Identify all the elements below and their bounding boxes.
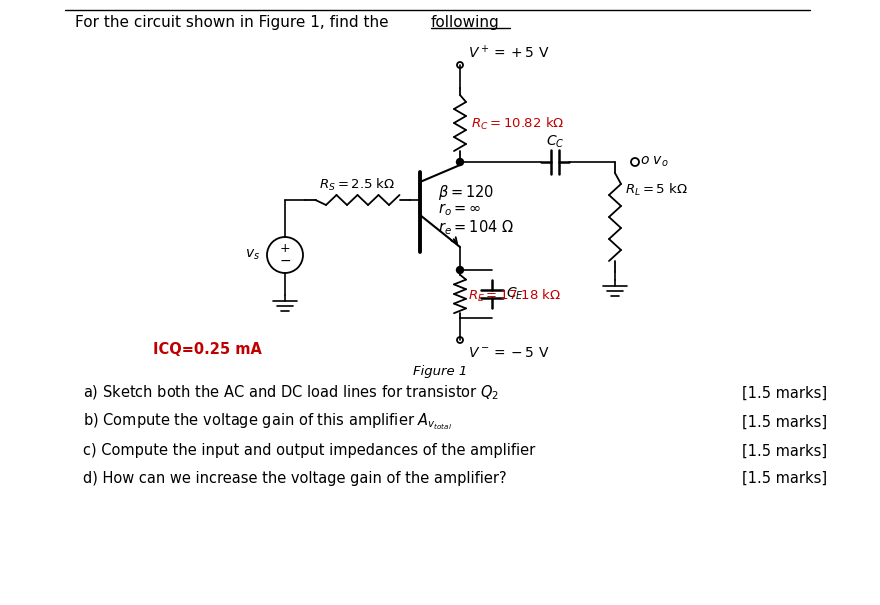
Text: $r_o = \infty$: $r_o = \infty$ [438,201,481,218]
Text: $r_e = 104\ \Omega$: $r_e = 104\ \Omega$ [438,218,514,237]
Text: $C_E$: $C_E$ [506,286,524,302]
Text: following: following [431,15,500,30]
Text: c) Compute the input and output impedances of the amplifier: c) Compute the input and output impedanc… [83,443,535,459]
Text: [1.5 marks]: [1.5 marks] [742,414,827,430]
Text: [1.5 marks]: [1.5 marks] [742,385,827,401]
Text: $R_E = 17.18$ k$\Omega$: $R_E = 17.18$ k$\Omega$ [468,288,561,304]
Text: [1.5 marks]: [1.5 marks] [742,471,827,485]
Text: $R_C = 10.82$ k$\Omega$: $R_C = 10.82$ k$\Omega$ [471,116,564,132]
Text: $V^- = -5$ V: $V^- = -5$ V [468,346,549,360]
Text: $R_S = 2.5$ k$\Omega$: $R_S = 2.5$ k$\Omega$ [319,177,395,193]
Text: −: − [279,254,290,268]
Circle shape [457,266,464,273]
Text: $V^+ = +5$ V: $V^+ = +5$ V [468,44,549,62]
Text: $v_s$: $v_s$ [245,248,260,262]
Text: $\beta = 120$: $\beta = 120$ [438,183,495,201]
Text: [1.5 marks]: [1.5 marks] [742,443,827,459]
Text: +: + [280,243,290,255]
Text: b) Compute the voltage gain of this amplifier $A_{v_{total}}$: b) Compute the voltage gain of this ampl… [83,412,452,433]
Text: For the circuit shown in Figure 1, find the: For the circuit shown in Figure 1, find … [75,15,393,30]
Text: $o\ v_o$: $o\ v_o$ [640,155,669,169]
Text: ICQ=0.25 mA: ICQ=0.25 mA [153,342,262,358]
Circle shape [457,159,464,166]
Text: Figure 1: Figure 1 [413,365,467,379]
Text: a) Sketch both the AC and DC load lines for transistor $Q_2$: a) Sketch both the AC and DC load lines … [83,384,499,402]
Text: $R_L = 5$ k$\Omega$: $R_L = 5$ k$\Omega$ [625,182,688,198]
Text: d) How can we increase the voltage gain of the amplifier?: d) How can we increase the voltage gain … [83,471,507,485]
Text: $C_C$: $C_C$ [546,134,564,150]
